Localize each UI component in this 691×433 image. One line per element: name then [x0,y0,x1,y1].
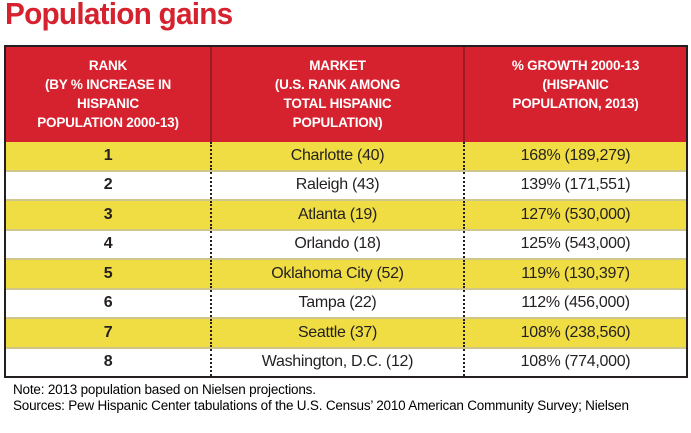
table-row: 5 Oklahoma City (52) 119% (130,397) [6,258,686,288]
growth-cell: 127% (530,000) [463,201,686,229]
growth-cell: 112% (456,000) [463,289,686,317]
column-header-rank: RANK (BY % INCREASE IN HISPANIC POPULATI… [37,58,179,130]
sources-text: Sources: Pew Hispanic Center tabulations… [13,397,629,413]
table-row: 6 Tampa (22) 112% (456,000) [6,287,686,317]
market-cell: Tampa (22) [210,289,463,317]
table-body: 1 Charlotte (40) 168% (189,279) 2 Raleig… [6,142,686,376]
rank-cell: 7 [103,323,113,341]
page-title: Population gains [5,0,233,31]
market-cell: Oklahoma City (52) [210,260,463,288]
table-row: 7 Seattle (37) 108% (238,560) [6,317,686,347]
market-cell: Washington, D.C. (12) [210,348,463,376]
rank-cell: 6 [103,294,113,312]
population-table: RANK (BY % INCREASE IN HISPANIC POPULATI… [4,45,688,378]
table-row: 2 Raleigh (43) 139% (171,551) [6,169,686,199]
growth-cell: 139% (171,551) [463,171,686,199]
column-header-market: MARKET (U.S. RANK AMONG TOTAL HISPANIC P… [210,47,463,142]
table-row: 3 Atlanta (19) 127% (530,000) [6,199,686,229]
rank-cell: 4 [103,235,113,253]
growth-cell: 108% (238,560) [463,319,686,347]
growth-cell: 125% (543,000) [463,230,686,258]
note-text: Note: 2013 population based on Nielsen p… [13,382,316,397]
market-cell: Orlando (18) [210,230,463,258]
rank-cell: 5 [103,264,113,282]
rank-cell: 2 [103,176,113,194]
growth-cell: 168% (189,279) [463,142,686,170]
market-cell: Raleigh (43) [210,171,463,199]
rank-cell: 3 [103,205,113,223]
column-header-growth: % GROWTH 2000-13 (HISPANIC POPULATION, 2… [463,47,686,142]
table-row: 8 Washington, D.C. (12) 108% (774,000) [6,346,686,376]
footnotes: Note: 2013 population based on Nielsen p… [13,382,688,413]
market-cell: Seattle (37) [210,319,463,347]
rank-cell: 1 [103,146,113,164]
table-row: 1 Charlotte (40) 168% (189,279) [6,142,686,170]
rank-cell: 8 [103,353,113,371]
market-cell: Atlanta (19) [210,201,463,229]
growth-cell: 119% (130,397) [463,260,686,288]
growth-cell: 108% (774,000) [463,348,686,376]
market-cell: Charlotte (40) [210,142,463,170]
table-row: 4 Orlando (18) 125% (543,000) [6,228,686,258]
table-header-row: RANK (BY % INCREASE IN HISPANIC POPULATI… [6,47,686,142]
